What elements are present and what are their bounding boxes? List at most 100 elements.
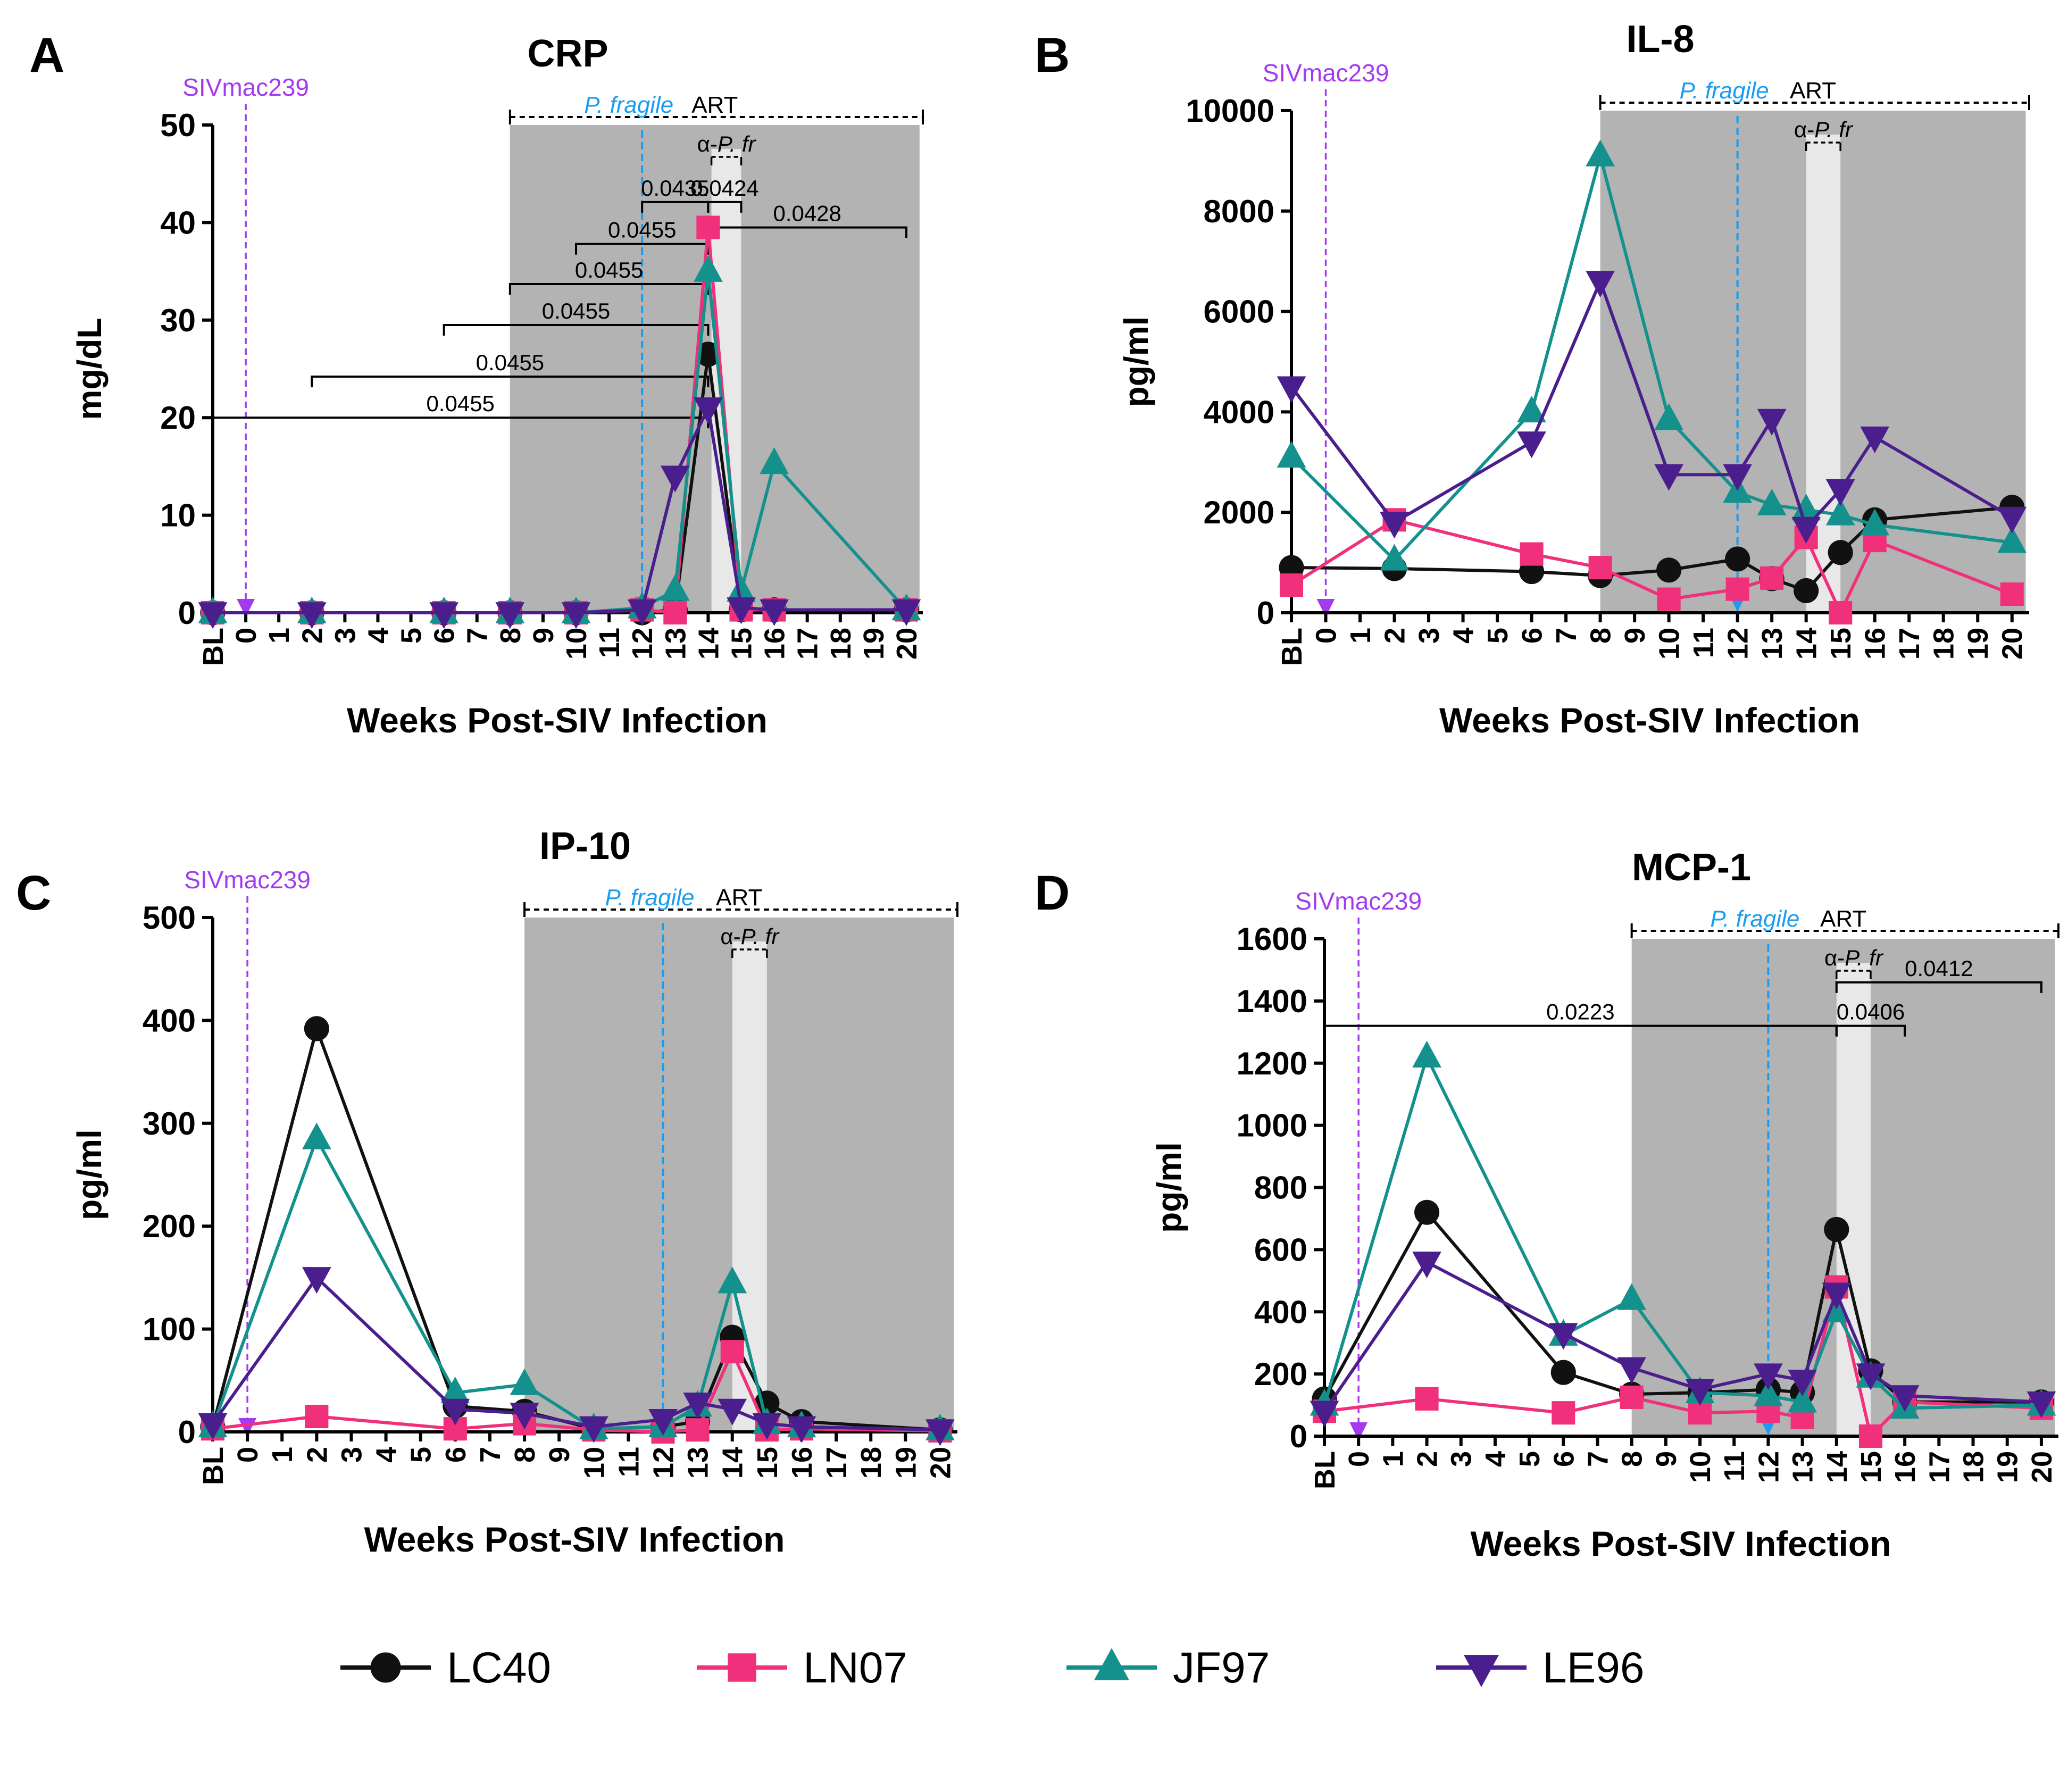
bracket-line	[1835, 981, 2042, 993]
legend-marker	[1463, 1655, 1499, 1687]
data-point	[1788, 1370, 1817, 1397]
x-axis-label: Weeks Post-SIV Infection	[364, 1520, 785, 1559]
x-tick-label: 4	[1448, 628, 1480, 644]
data-point	[561, 602, 591, 629]
data-point	[1617, 1357, 1647, 1384]
pfragile-label: P. fragile	[1710, 906, 1799, 932]
x-tick-label: BL	[1309, 1451, 1341, 1489]
siv-arrowhead	[1349, 1422, 1368, 1440]
data-point	[1757, 488, 1787, 515]
legend-item-lc40: LC40	[340, 1644, 551, 1692]
data-point	[720, 1340, 744, 1364]
x-tick-label: 11	[594, 628, 626, 658]
data-point	[1791, 516, 1821, 544]
y-tick-label: 200	[1254, 1356, 1307, 1392]
data-point	[1620, 1385, 1644, 1409]
x-tick-label: 2	[1379, 628, 1411, 644]
bracket-line	[311, 376, 710, 388]
x-tick-label: 12	[1722, 628, 1754, 660]
x-tick-label: 11	[613, 1447, 645, 1477]
bracket-pvalue: 0.0455	[575, 257, 643, 282]
data-point	[1829, 601, 1853, 625]
x-tick-label: 20	[924, 1447, 956, 1479]
x-tick-label: 0	[1311, 628, 1342, 644]
y-tick-label: 500	[143, 900, 196, 936]
anti-pfr-label: α-P. fr	[697, 131, 757, 156]
x-tick-label: 1	[1377, 1451, 1409, 1467]
data-point	[1520, 542, 1544, 566]
data-point	[1723, 464, 1753, 491]
x-tick-label: 18	[855, 1447, 887, 1479]
x-tick-label: 13	[660, 628, 691, 660]
x-tick-label: 10	[561, 628, 593, 660]
data-point	[683, 1393, 712, 1420]
art-label: ART	[1820, 906, 1866, 932]
data-point	[1725, 546, 1750, 572]
x-tick-label: 16	[1889, 1451, 1921, 1483]
data-point	[1517, 431, 1546, 459]
panel-letter: D	[1035, 866, 1070, 920]
bracket-pvalue: 0.0435	[641, 176, 709, 201]
x-tick-label: 2	[301, 1447, 333, 1463]
panel-title: CRP	[527, 32, 608, 75]
legend-label: LC40	[447, 1644, 551, 1692]
y-tick-label: 0	[178, 1414, 196, 1450]
series-ln07	[1279, 508, 2024, 625]
significance-bracket: 0.0455	[508, 257, 710, 295]
x-tick-label: 9	[1619, 628, 1651, 644]
bracket-pvalue: 0.0428	[773, 201, 841, 226]
panel-title: IL-8	[1626, 18, 1694, 61]
data-point	[1588, 556, 1612, 580]
data-point	[1860, 426, 1890, 453]
panel-title: MCP-1	[1632, 846, 1751, 889]
significance-bracket: 0.0424	[690, 176, 759, 213]
legend-marker	[370, 1652, 401, 1683]
x-tick-label: 13	[1787, 1451, 1819, 1483]
data-point	[1550, 1360, 1576, 1385]
x-tick-label: 0	[232, 1447, 264, 1463]
data-point	[1858, 1424, 1883, 1448]
data-point	[1794, 578, 1819, 604]
bracket-line	[508, 282, 710, 295]
data-point	[1586, 139, 1615, 166]
data-point	[1617, 1283, 1647, 1310]
bracket-line	[575, 243, 710, 255]
data-point	[440, 1377, 470, 1404]
x-tick-label: 1	[263, 628, 295, 644]
x-tick-label: 2	[1412, 1451, 1444, 1467]
data-point	[1754, 1379, 1783, 1406]
x-tick-label: 10	[578, 1447, 610, 1479]
x-tick-label: 9	[544, 1447, 576, 1463]
data-point	[752, 1413, 782, 1440]
data-point	[302, 1122, 331, 1149]
significance-bracket: 0.0428	[707, 201, 907, 238]
data-point	[1310, 1401, 1339, 1428]
data-point	[694, 255, 723, 282]
panel-title: IP-10	[539, 825, 631, 868]
data-point	[1685, 1379, 1715, 1406]
data-point	[686, 1418, 710, 1442]
x-tick-label: 5	[1482, 628, 1514, 644]
data-point	[660, 574, 690, 601]
data-point	[1277, 376, 1306, 403]
x-tick-label: 8	[1585, 628, 1617, 644]
x-tick-label: 15	[1825, 628, 1857, 660]
x-tick-label: 6	[429, 628, 461, 644]
x-tick-label: 14	[717, 1447, 749, 1479]
y-tick-label: 300	[143, 1106, 196, 1141]
x-tick-label: 5	[396, 628, 428, 644]
x-tick-label: 3	[329, 628, 361, 644]
siv-label: SIVmac239	[182, 73, 309, 101]
data-point	[1586, 271, 1615, 298]
series-le96	[198, 397, 921, 629]
x-tick-label: 20	[891, 628, 923, 660]
data-point	[1412, 1251, 1441, 1279]
x-tick-label: 15	[752, 1447, 783, 1479]
y-tick-label: 400	[143, 1003, 196, 1038]
y-tick-label: 0	[1257, 595, 1274, 631]
bracket-line	[1835, 1024, 1906, 1037]
data-point	[1725, 577, 1749, 601]
panel-letter: A	[29, 28, 64, 82]
x-tick-label: 13	[682, 1447, 714, 1479]
data-point	[1824, 1216, 1849, 1242]
